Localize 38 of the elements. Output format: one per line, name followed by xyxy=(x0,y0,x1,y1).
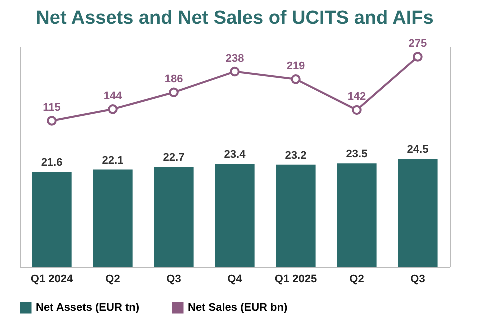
data-label: 24.5 xyxy=(407,144,429,156)
data-label: 238 xyxy=(226,52,244,65)
point xyxy=(291,74,301,84)
data-label: 23.2 xyxy=(285,150,307,162)
point xyxy=(169,88,179,98)
chart-title: Net Assets and Net Sales of UCITS and AIFs xyxy=(36,8,434,29)
bar xyxy=(154,167,194,267)
data-label: 142 xyxy=(348,91,366,104)
bar xyxy=(32,172,72,267)
data-label: 144 xyxy=(104,90,124,102)
legend-label: Net Assets (EUR tn) xyxy=(36,302,140,314)
bar xyxy=(337,164,377,267)
x-tick-label: Q3 xyxy=(166,274,182,286)
point xyxy=(108,104,118,114)
data-label: 22.1 xyxy=(102,154,124,167)
point xyxy=(413,52,423,62)
bar xyxy=(398,159,438,267)
x-tick-label: Q1 2025 xyxy=(274,274,318,286)
point xyxy=(352,105,362,116)
data-label: 186 xyxy=(164,74,184,86)
x-tick-label: Q3 xyxy=(410,274,426,286)
x-tick-label: Q2 xyxy=(106,274,120,286)
bar xyxy=(93,170,133,267)
point xyxy=(47,116,57,126)
data-label: 21.6 xyxy=(41,156,63,169)
x-tick-label: Q4 xyxy=(228,274,244,286)
data-label: 23.5 xyxy=(346,148,368,161)
data-label: 22.7 xyxy=(163,152,185,164)
x-tick-label: Q1 2024 xyxy=(30,274,74,286)
point xyxy=(230,66,240,77)
bar xyxy=(215,164,255,267)
data-label: 219 xyxy=(286,60,306,72)
data-label: 275 xyxy=(408,38,428,50)
x-tick-label: Q2 xyxy=(350,274,364,286)
data-label: 115 xyxy=(43,102,61,114)
legend-label: Net Sales (EUR bn) xyxy=(188,302,288,314)
bar xyxy=(276,164,316,267)
data-label: 23.4 xyxy=(224,149,247,162)
